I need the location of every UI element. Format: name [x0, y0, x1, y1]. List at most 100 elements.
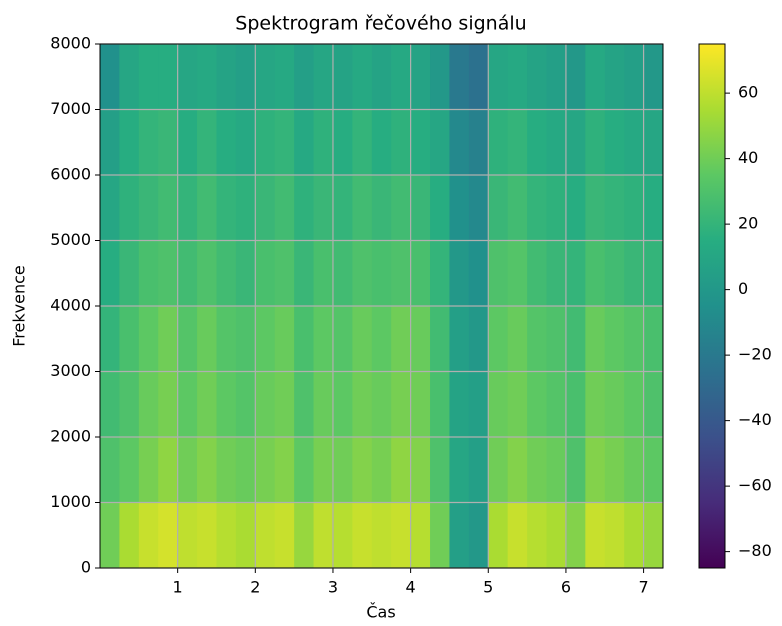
y-tick-label: 7000: [50, 99, 91, 118]
colorbar-tick-label: 40: [738, 148, 758, 167]
cell: [216, 371, 237, 438]
cell: [585, 371, 606, 438]
cell: [430, 175, 450, 241]
cell: [158, 437, 179, 503]
cell: [468, 306, 489, 372]
cell: [158, 44, 179, 110]
cell: [643, 371, 664, 438]
cell: [294, 240, 315, 307]
cell: [332, 437, 353, 503]
cell: [624, 502, 645, 569]
cell: [565, 44, 586, 110]
colorbar-tick-label: −60: [738, 476, 772, 495]
cell: [410, 109, 431, 176]
plot-frame: [99, 43, 664, 569]
cell: [100, 502, 120, 569]
cell: [410, 502, 431, 569]
cell: [100, 437, 120, 503]
cell: [235, 306, 256, 372]
cell: [585, 240, 606, 307]
cell: [177, 44, 198, 110]
cell: [585, 175, 606, 241]
cell: [352, 44, 373, 110]
cell: [430, 306, 450, 372]
cell: [352, 502, 373, 569]
cell: [391, 240, 412, 307]
cell: [158, 240, 179, 307]
cell: [197, 175, 217, 241]
cell: [352, 371, 373, 438]
cell: [274, 371, 295, 438]
cell: [119, 371, 140, 438]
cell: [216, 109, 237, 176]
cell: [449, 306, 470, 372]
cell: [158, 371, 179, 438]
cell: [507, 437, 528, 503]
cell: [216, 175, 237, 241]
cell: [294, 109, 315, 176]
y-tick-label: 4000: [50, 296, 91, 315]
cell: [410, 371, 431, 438]
cell: [546, 502, 567, 569]
cell: [527, 109, 548, 176]
cell: [546, 44, 567, 110]
cell: [604, 437, 625, 503]
cell: [294, 44, 315, 110]
cell: [371, 502, 392, 569]
cell: [274, 306, 295, 372]
cell: [430, 437, 450, 503]
cell: [507, 371, 528, 438]
cell: [468, 437, 489, 503]
cell: [507, 240, 528, 307]
cell: [216, 502, 237, 569]
cell: [527, 306, 548, 372]
cell: [604, 371, 625, 438]
cell: [371, 437, 392, 503]
cell: [488, 109, 509, 176]
cell: [585, 437, 606, 503]
cell: [565, 371, 586, 438]
cell: [391, 44, 412, 110]
colorbar-tick-label: 0: [738, 279, 748, 298]
cell: [585, 109, 606, 176]
cell: [313, 240, 334, 307]
cell: [643, 44, 664, 110]
cell: [235, 437, 256, 503]
cell: [624, 240, 645, 307]
cell: [527, 371, 548, 438]
cell: [313, 502, 334, 569]
cell: [216, 437, 237, 503]
cell: [119, 502, 140, 569]
cell: [507, 306, 528, 372]
cell: [410, 44, 431, 110]
cell: [371, 371, 392, 438]
cell: [449, 44, 470, 110]
cell: [138, 502, 159, 569]
cell: [138, 306, 159, 372]
cell: [235, 371, 256, 438]
cell: [352, 175, 373, 241]
cell: [391, 175, 412, 241]
cell: [177, 109, 198, 176]
y-tick-label: 5000: [50, 230, 91, 249]
cell: [449, 502, 470, 569]
cell: [391, 306, 412, 372]
cell: [585, 306, 606, 372]
cell: [313, 44, 334, 110]
cell: [565, 109, 586, 176]
cell: [274, 240, 295, 307]
cell: [488, 502, 509, 569]
cell: [371, 306, 392, 372]
x-tick-label: 5: [483, 578, 493, 597]
cell: [313, 371, 334, 438]
cell: [100, 175, 120, 241]
cell: [643, 502, 664, 569]
cell: [604, 175, 625, 241]
cell: [158, 502, 179, 569]
cell: [294, 175, 315, 241]
cell: [391, 371, 412, 438]
cell: [410, 437, 431, 503]
cell: [197, 502, 217, 569]
cell: [546, 109, 567, 176]
